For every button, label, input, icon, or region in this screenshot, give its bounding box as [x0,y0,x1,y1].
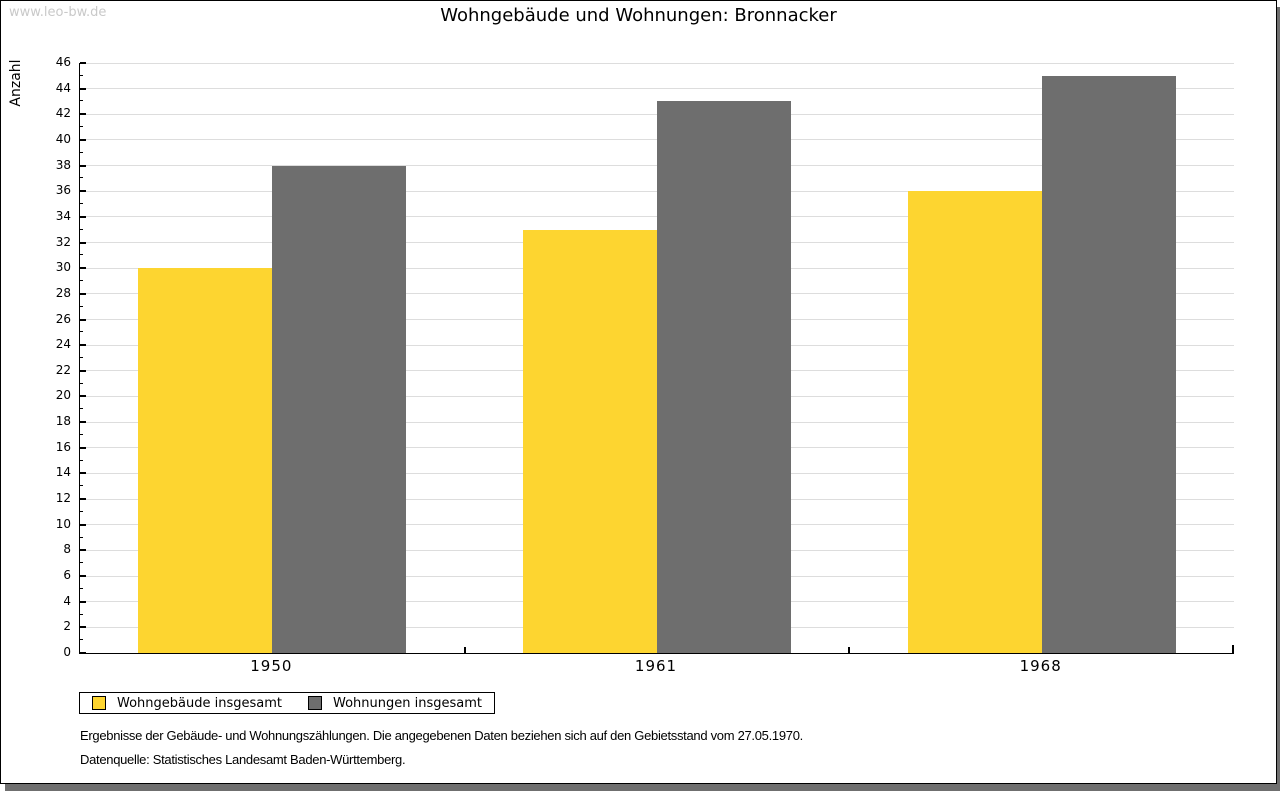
y-minor-tick [80,228,83,230]
y-major-tick [80,344,86,347]
y-tick-label: 26 [55,311,71,326]
gridline [80,62,1234,64]
y-tick-label: 8 [63,542,71,557]
y-tick-label: 46 [55,55,71,69]
bar-1961-wohnungen [657,101,791,653]
footnote-source-note: Ergebnisse der Gebäude- und Wohnungszähl… [80,728,803,743]
y-major-tick [80,215,86,218]
bar-1968-wohnungen [1041,75,1176,653]
y-minor-tick [80,357,83,358]
y-minor-tick [80,562,83,564]
y-minor-tick [80,433,83,435]
y-tick-label: 0 [63,645,71,659]
y-major-tick [80,87,86,90]
y-tick-label: 18 [55,414,71,429]
y-major-tick [80,421,86,424]
y-major-tick [80,292,86,295]
watermark: www.leo-bw.de [9,5,107,20]
y-minor-tick [80,203,83,205]
y-tick-label: 10 [55,516,71,531]
legend-item: Wohnungen insgesamt [308,696,482,711]
footnote-data-source: Datenquelle: Statistisches Landesamt Bad… [80,752,406,767]
y-major-tick [80,113,86,116]
y-tick-label: 30 [55,260,71,275]
y-minor-tick [80,151,83,153]
y-tick-label: 34 [55,208,71,223]
y-major-tick [80,652,86,654]
y-minor-tick [80,587,83,589]
x-tick-label: 1968 [1019,657,1062,675]
legend-swatch-gray [308,696,322,710]
y-minor-tick [80,485,83,487]
y-major-tick [80,369,86,372]
y-major-tick [80,62,86,64]
y-major-tick [80,575,86,578]
x-group-separator-tick [463,647,466,653]
legend-label: Wohnungen insgesamt [333,695,482,711]
y-tick-label: 2 [63,619,71,634]
y-tick-label: 42 [55,106,71,121]
y-minor-tick [80,510,83,512]
legend-item: Wohngebäude insgesamt [92,696,282,711]
y-major-tick [80,190,86,193]
y-tick-label: 38 [55,157,71,172]
y-minor-tick [80,459,83,461]
y-major-tick [80,164,86,167]
x-tick-label: 1961 [634,657,678,675]
y-minor-tick [80,177,83,179]
y-tick-label: 22 [55,362,71,377]
y-major-tick [80,446,86,449]
y-minor-tick [80,331,83,333]
y-tick-label: 20 [55,388,71,403]
y-major-tick [80,267,86,270]
y-minor-tick [80,100,83,102]
y-tick-label: 32 [55,234,71,249]
y-tick-label: 6 [63,568,71,583]
y-tick-label: 28 [55,285,71,300]
x-tick-label: 1950 [250,657,293,675]
y-major-tick [80,600,86,603]
y-minor-tick [80,280,83,282]
bar-1950-wohnungen [272,165,407,653]
bar-1961-wohngebaeude [523,229,657,653]
y-tick-label: 44 [55,80,71,95]
y-major-tick [80,549,86,552]
y-minor-tick [80,536,83,538]
y-major-tick [80,523,86,526]
y-tick-label: 36 [55,183,71,198]
y-tick-label: 14 [55,465,71,480]
y-tick-label: 12 [55,491,71,506]
bar-1968-wohngebaeude [907,191,1042,653]
y-minor-tick [80,74,83,76]
chart-legend: Wohngebäude insgesamt Wohnungen insgesamt [79,692,495,714]
plot-area [79,62,1234,654]
y-minor-tick [80,254,83,256]
x-group-separator-tick [848,647,851,653]
y-major-tick [80,498,86,501]
y-major-tick [80,318,86,321]
y-major-tick [80,138,86,141]
y-tick-label: 24 [55,337,71,352]
y-major-tick [80,626,86,629]
gridline [80,88,1234,90]
y-tick-label: 40 [55,131,71,146]
y-minor-tick [80,613,83,615]
y-minor-tick [80,408,83,410]
y-major-tick [80,472,86,475]
y-major-tick [80,395,86,398]
x-axis-end-tick [1232,645,1234,653]
legend-swatch-yellow [92,696,106,710]
legend-label: Wohngebäude insgesamt [117,695,282,711]
y-minor-tick [80,639,83,641]
y-tick-label: 4 [63,593,71,608]
bar-1950-wohngebaeude [138,268,273,653]
chart-title: Wohngebäude und Wohnungen: Bronnacker [440,5,837,26]
y-minor-tick [80,305,83,307]
y-minor-tick [80,382,83,384]
y-tick-label: 16 [55,439,71,454]
y-major-tick [80,241,86,244]
y-minor-tick [80,126,83,128]
